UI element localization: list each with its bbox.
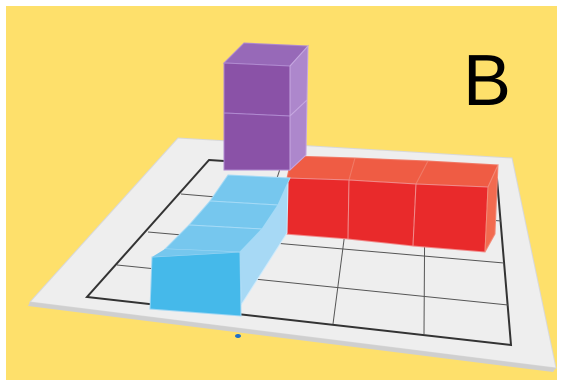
- front-marker-dot: [235, 334, 241, 338]
- blue-cube-column: [149, 174, 291, 317]
- red-cube-row: [284, 155, 499, 253]
- panel-label: B: [463, 41, 511, 121]
- grid-mat-shadow: [28, 302, 556, 372]
- purple-cube-stack: [222, 42, 310, 172]
